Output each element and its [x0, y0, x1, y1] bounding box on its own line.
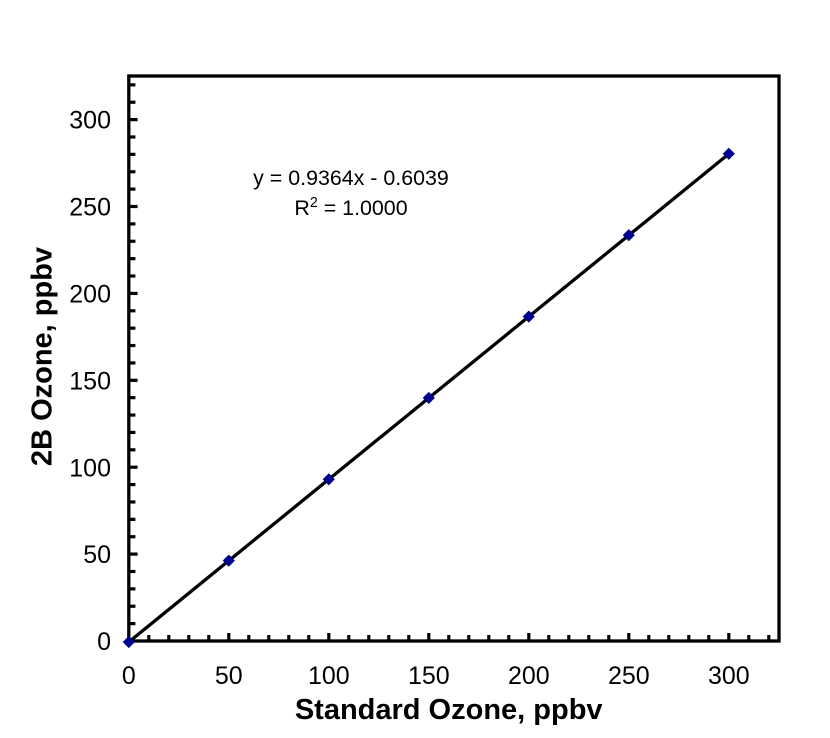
svg-text:0: 0	[122, 662, 136, 690]
svg-text:250: 250	[608, 662, 650, 690]
svg-text:100: 100	[69, 454, 111, 482]
svg-text:300: 300	[69, 107, 111, 135]
svg-text:250: 250	[69, 194, 111, 222]
svg-text:300: 300	[708, 662, 750, 690]
svg-text:100: 100	[308, 662, 350, 690]
svg-text:2B Ozone, ppbv: 2B Ozone, ppbv	[27, 247, 59, 466]
svg-text:y = 0.9364x - 0.6039: y = 0.9364x - 0.6039	[253, 166, 449, 190]
svg-text:150: 150	[69, 367, 111, 395]
svg-text:R2 = 1.0000: R2 = 1.0000	[294, 195, 407, 220]
svg-text:150: 150	[408, 662, 450, 690]
svg-text:200: 200	[69, 281, 111, 309]
svg-text:50: 50	[215, 662, 243, 690]
svg-text:200: 200	[508, 662, 550, 690]
svg-text:0: 0	[97, 628, 111, 656]
svg-text:50: 50	[83, 541, 111, 569]
svg-text:Standard Ozone, ppbv: Standard Ozone, ppbv	[295, 694, 603, 726]
